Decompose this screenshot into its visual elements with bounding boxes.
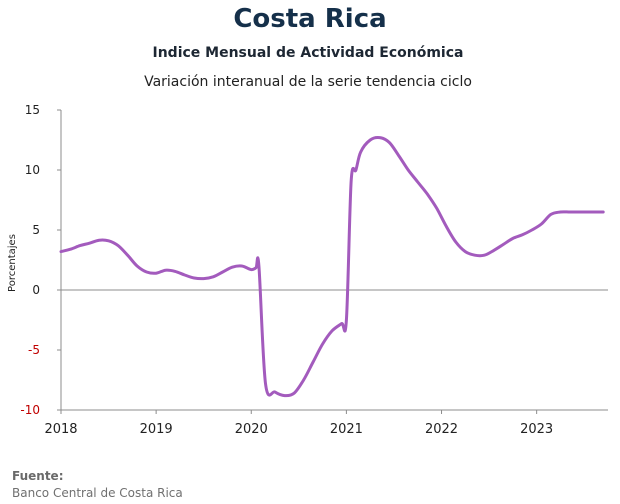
y-tick-label: -5	[28, 343, 40, 357]
y-tick-label: -10	[20, 403, 40, 417]
chart-caption: Variación interanual de la serie tendenc…	[144, 74, 472, 90]
y-tick-label: 15	[25, 103, 40, 117]
y-tick-label: 10	[25, 163, 40, 177]
x-tick-label: 2018	[44, 422, 77, 437]
x-tick-label: 2021	[330, 422, 363, 437]
series-line	[59, 135, 605, 398]
x-tick-label: 2019	[140, 422, 173, 437]
chart-subtitle: Indice Mensual de Actividad Económica	[152, 45, 464, 61]
chart-title: Costa Rica	[233, 4, 387, 34]
y-tick-label: 5	[32, 223, 40, 237]
x-tick-label: 2023	[520, 422, 553, 437]
x-tick-label: 2022	[425, 422, 458, 437]
source-text: Banco Central de Costa Rica	[12, 486, 183, 500]
source-label: Fuente:	[12, 469, 64, 483]
x-tick-label: 2020	[235, 422, 268, 437]
y-axis-label: Porcentajes	[7, 234, 18, 292]
y-tick-label: 0	[32, 283, 40, 297]
